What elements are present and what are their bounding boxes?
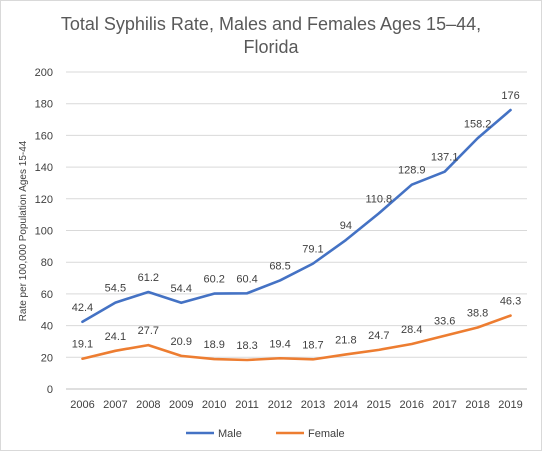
x-tick-label: 2014	[334, 399, 358, 411]
data-label-female: 20.9	[171, 336, 192, 348]
y-tick-label: 0	[47, 384, 53, 396]
data-label-female: 27.7	[138, 325, 159, 337]
data-label-male: 61.2	[138, 272, 159, 284]
data-label-male: 60.4	[236, 273, 257, 285]
y-tick-label: 20	[41, 352, 53, 364]
data-label-male: 176	[501, 90, 519, 102]
x-tick-label: 2016	[400, 399, 424, 411]
data-label-female: 24.7	[368, 330, 389, 342]
data-label-male: 54.5	[105, 283, 126, 295]
data-labels: 42.4 54.5 61.2 54.4 60.2 60.4 68.5 79.1 94 110.8 1…	[72, 90, 521, 352]
data-label-male: 60.2	[203, 274, 224, 286]
x-tick-labels: 2006 2007 2008 2009 2010 2011 2012 2013 2014 2015…	[70, 399, 523, 411]
chart-title-line-2: Florida	[243, 37, 299, 57]
data-label-female: 24.1	[105, 331, 126, 343]
legend-label-female: Female	[308, 428, 345, 440]
y-tick-label: 140	[35, 162, 53, 174]
y-tick-label: 80	[41, 257, 53, 269]
x-tick-label: 2008	[136, 399, 160, 411]
x-tick-label: 2012	[268, 399, 292, 411]
data-label-male: 94	[340, 220, 352, 232]
y-tick-label: 100	[35, 226, 53, 238]
chart-title-line-1: Total Syphilis Rate, Males and Females A…	[61, 14, 481, 34]
x-tick-label: 2011	[235, 399, 259, 411]
x-tick-label: 2015	[367, 399, 391, 411]
data-label-female: 38.8	[467, 308, 488, 320]
y-tick-label: 40	[41, 321, 53, 333]
y-tick-label: 160	[35, 130, 53, 142]
data-label-female: 19.4	[269, 338, 290, 350]
series-line-male	[81, 108, 512, 324]
y-tick-label: 200	[35, 67, 53, 79]
data-label-female: 33.6	[434, 316, 455, 328]
y-tick-label: 180	[35, 99, 53, 111]
data-label-female: 21.8	[335, 334, 356, 346]
x-tick-label: 2006	[70, 399, 94, 411]
y-tick-labels: 0 20 40 60 80 100 120 140 160 180 200	[35, 67, 53, 396]
data-label-female: 18.7	[302, 339, 323, 351]
data-label-female: 19.1	[72, 339, 93, 351]
data-label-female: 28.4	[401, 324, 422, 336]
chart-title: Total Syphilis Rate, Males and Females A…	[61, 14, 481, 57]
data-label-male: 128.9	[398, 165, 426, 177]
x-tick-label: 2010	[202, 399, 226, 411]
data-label-male: 79.1	[302, 244, 323, 256]
x-tick-label: 2009	[169, 399, 193, 411]
legend-label-male: Male	[218, 428, 242, 440]
x-tick-label: 2017	[432, 399, 456, 411]
data-label-male: 158.2	[464, 118, 492, 130]
data-label-female: 46.3	[500, 296, 521, 308]
data-label-male: 137.1	[431, 152, 459, 164]
series-line-female	[81, 314, 512, 362]
y-tick-label: 120	[35, 194, 53, 206]
data-label-female: 18.3	[236, 340, 257, 352]
data-label-female: 18.9	[203, 339, 224, 351]
y-axis-label: Rate per 100,000 Population Ages 15-44	[18, 140, 29, 321]
data-label-male: 42.4	[72, 302, 93, 314]
x-tick-label: 2013	[301, 399, 325, 411]
series-lines	[81, 108, 512, 362]
y-tick-label: 60	[41, 289, 53, 301]
data-label-male: 68.5	[269, 260, 290, 272]
data-label-male: 110.8	[365, 193, 392, 205]
data-label-male: 54.4	[171, 283, 192, 295]
x-tick-label: 2019	[498, 399, 522, 411]
legend: Male Female	[186, 428, 345, 440]
gridlines	[66, 71, 527, 390]
x-tick-label: 2007	[103, 399, 127, 411]
x-tick-label: 2018	[465, 399, 489, 411]
